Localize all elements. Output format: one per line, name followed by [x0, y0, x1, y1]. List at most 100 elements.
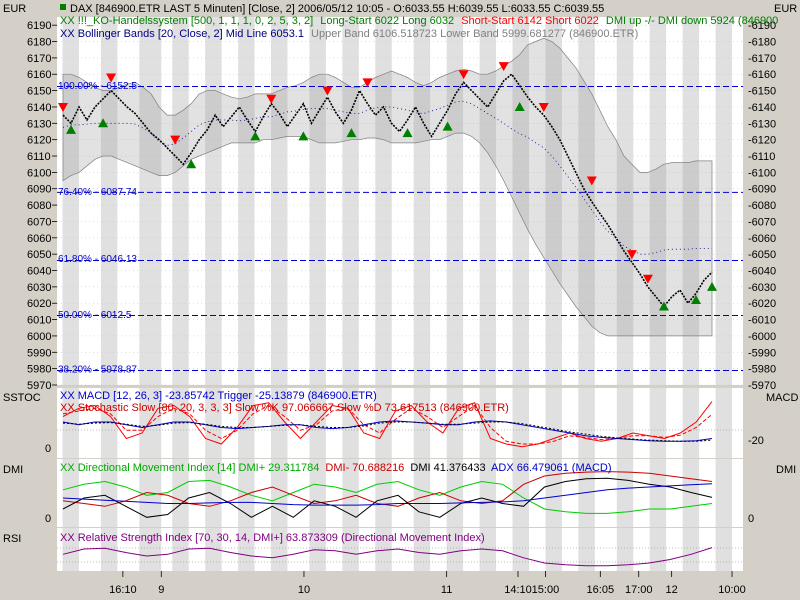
dmi-minus-line — [62, 471, 713, 507]
macd-line — [62, 420, 713, 442]
dmi-plus-label: XX Directional Movement Index [14] DMI+ … — [60, 462, 319, 474]
y-tick-label-left: 5990 — [27, 347, 51, 359]
macd-right-tick: -20 — [748, 435, 764, 447]
y-tick-label-right: -5970 — [748, 380, 776, 392]
dmi-line — [62, 477, 713, 518]
dmi-title: XX Directional Movement Index [14] DMI+ … — [60, 462, 612, 474]
shaded-band — [649, 528, 667, 571]
dmi-value-label: DMI 41.376433 — [410, 462, 485, 474]
shaded-band — [715, 388, 733, 458]
long-signal-triangle — [66, 124, 77, 134]
rsi-left-label: RSI — [3, 533, 21, 545]
short-signal-triangle — [58, 102, 68, 112]
long-signal-triangle — [707, 281, 717, 291]
y-tick-label-left: 6120 — [27, 135, 51, 147]
shaded-band — [139, 17, 162, 385]
shaded-band — [309, 17, 326, 385]
fib-level-label: 50.00% - 6012.5 — [58, 310, 132, 321]
long-signal-triangle — [346, 128, 357, 138]
header-line2: XX !!!_KO-Handelssystem [500, 1, 1, 1, 0… — [60, 15, 778, 27]
shaded-band — [375, 17, 392, 385]
shaded-band — [271, 528, 288, 571]
header-line2-long: Long-Start 6022 Long 6032 — [320, 15, 454, 27]
shaded-band — [545, 528, 562, 571]
shaded-band — [342, 459, 359, 527]
stoch-d-line — [62, 404, 713, 445]
shaded-band — [413, 459, 431, 527]
shaded-band — [682, 459, 700, 527]
y-tick-label-left: 6020 — [27, 298, 51, 310]
y-tick-label-left: 6040 — [27, 266, 51, 278]
shaded-band — [172, 459, 189, 527]
y-tick-label-left: 6130 — [27, 118, 51, 130]
dmi-plus-line — [62, 479, 713, 514]
y-tick-label-right: -6090 — [748, 184, 776, 196]
header-line2-short: Short-Start 6142 Short 6022 — [461, 15, 599, 27]
shaded-band — [100, 17, 118, 385]
shaded-band — [205, 388, 222, 458]
x-tick-label: 15:00 — [532, 584, 560, 596]
shaded-band — [479, 17, 497, 385]
adx-label: ADX 66.479061 (MACD) — [491, 462, 611, 474]
y-tick-label-right: -6070 — [748, 216, 776, 228]
long-signal-triangle — [402, 128, 413, 138]
long-signal-triangle — [514, 101, 525, 111]
y-tick-label-right: -6110 — [748, 151, 775, 163]
x-tick-label: 17:00 — [625, 584, 653, 596]
y-tick-label-left: 6090 — [27, 184, 51, 196]
y-tick-label-left: 6190 — [27, 20, 51, 32]
short-signal-triangle — [626, 250, 637, 260]
y-tick-label-right: -6010 — [748, 315, 776, 327]
dmi-left-tick: 0 — [45, 513, 51, 525]
y-tick-label-right: -5980 — [748, 364, 776, 376]
macd-left-label: SSTOC — [3, 392, 41, 404]
stoch-k-line — [62, 401, 713, 448]
short-signal-triangle — [586, 176, 597, 186]
y-tick-label-left: 6160 — [27, 69, 51, 81]
y-tick-label-left: 5980 — [27, 364, 51, 376]
currency-left: EUR — [3, 3, 26, 15]
y-tick-label-left: 6100 — [27, 167, 51, 179]
shaded-band — [100, 459, 118, 527]
bollinger-band-area — [62, 37, 713, 337]
y-tick-label-right: -5990 — [748, 347, 776, 359]
price-line — [62, 73, 713, 308]
header-line3-bands: Upper Band 6106.518723 Lower Band 5999.6… — [311, 28, 638, 40]
short-signal-triangle — [106, 73, 117, 83]
shaded-band — [342, 388, 359, 458]
macd-trigger-line — [62, 421, 713, 442]
shaded-band — [271, 388, 288, 458]
shaded-band — [62, 459, 79, 527]
shaded-band — [616, 459, 634, 527]
shaded-band — [271, 17, 288, 385]
macd-left-tick: 0 — [45, 443, 51, 455]
shaded-band — [172, 528, 189, 571]
shaded-band — [413, 528, 431, 571]
y-tick-label-right: -6030 — [748, 282, 776, 294]
shaded-band — [238, 528, 255, 571]
dmi-minus-label: DMI- 70.688216 — [325, 462, 404, 474]
shaded-band — [682, 388, 700, 458]
shaded-band — [342, 17, 359, 385]
y-tick-label-right: -6170 — [748, 53, 776, 65]
shaded-band — [545, 17, 562, 385]
shaded-band — [238, 388, 255, 458]
shaded-band — [413, 17, 431, 385]
short-signal-triangle — [458, 70, 469, 80]
shaded-band — [616, 388, 634, 458]
y-tick-label-right: -6120 — [748, 135, 776, 147]
stoch-title: XX Stochastic Slow [80, 20, 3, 3, 3] Slo… — [60, 402, 509, 414]
shaded-band — [271, 459, 288, 527]
shaded-band — [172, 17, 189, 385]
currency-right: EUR — [774, 3, 797, 15]
x-tick-label: 11 — [441, 584, 452, 596]
shaded-band — [512, 459, 529, 527]
shaded-band — [715, 528, 733, 571]
long-signal-triangle — [690, 294, 701, 304]
shaded-band — [342, 528, 359, 571]
short-signal-triangle — [362, 78, 373, 88]
y-tick-label-left: 6140 — [27, 102, 51, 114]
shaded-band — [62, 528, 79, 571]
shaded-band — [512, 388, 529, 458]
